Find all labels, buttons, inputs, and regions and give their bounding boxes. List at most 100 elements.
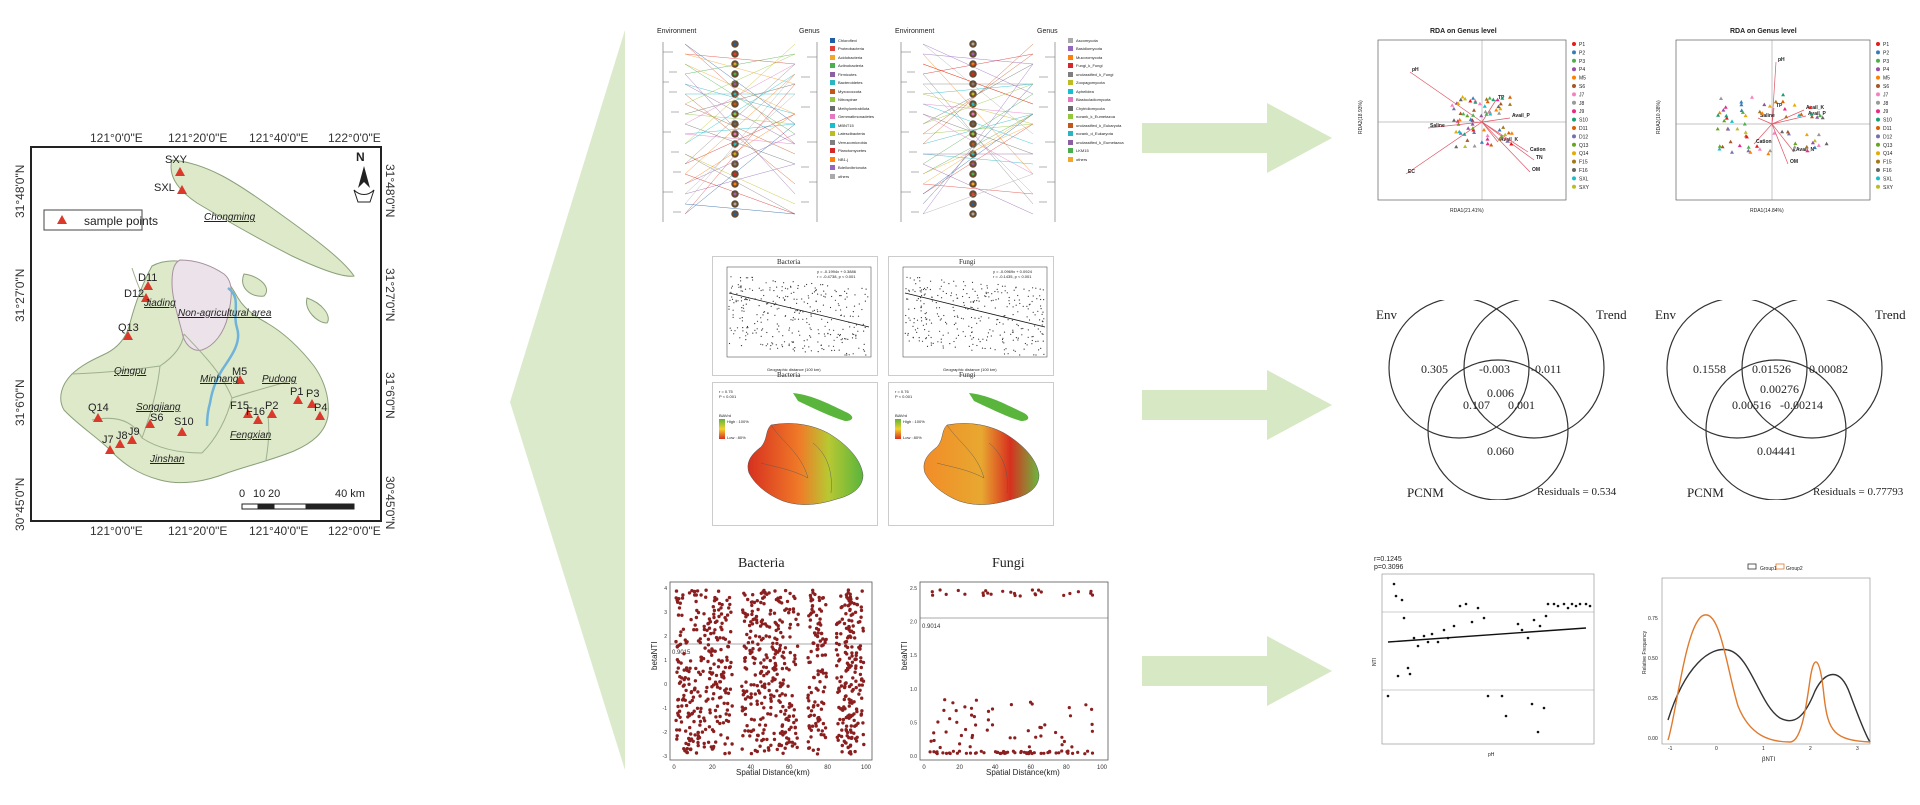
data-point	[741, 693, 745, 697]
data-point	[932, 731, 936, 735]
data-point	[906, 276, 908, 278]
data-point	[760, 289, 762, 292]
data-point	[934, 751, 938, 755]
heatmap-legend-low: Low : 80%	[903, 435, 922, 440]
sample-point	[1451, 106, 1456, 111]
data-point	[808, 625, 812, 629]
network-link	[684, 73, 796, 205]
venn-value-env: 0.305	[1421, 362, 1448, 376]
data-point	[932, 738, 936, 743]
sample-point	[1485, 133, 1490, 138]
data-point	[865, 288, 867, 290]
legend-swatch	[830, 71, 835, 77]
network-link	[922, 83, 1034, 205]
data-point	[791, 610, 796, 614]
data-point	[816, 703, 820, 707]
data-point	[753, 657, 757, 661]
data-point	[751, 593, 755, 597]
data-point	[821, 348, 823, 350]
sample-marker-j7	[105, 445, 115, 454]
legend-label: Chloroflexi	[838, 37, 857, 43]
data-point	[987, 332, 989, 334]
network-link	[922, 113, 1034, 155]
data-point	[796, 309, 798, 312]
legend-label: Bacteroidetes	[838, 80, 863, 86]
data-point	[740, 290, 742, 292]
venn-set-pcnm: PCNM	[1687, 485, 1724, 500]
data-point	[971, 307, 973, 309]
data-point	[921, 320, 923, 322]
data-point	[854, 294, 856, 296]
data-point	[774, 714, 778, 718]
network-link	[684, 153, 796, 215]
data-point	[930, 590, 934, 594]
data-point	[758, 691, 762, 695]
heatmap-legend-low: Low : 80%	[727, 435, 746, 440]
y-tick-label: -3	[663, 754, 668, 760]
sample-point	[1477, 101, 1482, 106]
y-tick-label: 2.0	[910, 620, 917, 626]
data-point	[844, 298, 846, 300]
data-point	[823, 333, 825, 335]
legend-label: J7	[1883, 92, 1889, 98]
data-point	[788, 626, 792, 630]
legend-symbol	[1876, 176, 1880, 181]
data-point	[677, 728, 682, 732]
data-point	[1007, 353, 1009, 355]
data-point	[864, 293, 866, 295]
data-point	[730, 276, 732, 278]
data-point	[775, 672, 779, 676]
data-point	[1017, 325, 1019, 327]
sample-point	[1726, 127, 1731, 131]
data-point	[1039, 726, 1043, 730]
data-point	[945, 292, 947, 295]
legend-symbol	[1876, 109, 1880, 114]
data-point	[850, 660, 855, 664]
data-point	[737, 300, 739, 302]
data-point	[726, 644, 730, 649]
data-point	[770, 645, 774, 649]
data-point	[729, 630, 733, 634]
data-point	[924, 313, 926, 315]
data-point	[905, 314, 907, 317]
venn-residuals: Residuals = 0.534	[1537, 486, 1617, 498]
data-point	[793, 298, 795, 300]
data-point	[767, 303, 769, 305]
data-point	[778, 681, 782, 685]
data-point	[905, 322, 907, 324]
data-point	[748, 636, 752, 640]
network-link	[684, 43, 796, 125]
point-label-j7: J7	[102, 434, 114, 446]
sample-point	[1762, 102, 1767, 107]
legend-label: others	[838, 173, 850, 179]
data-point	[1003, 342, 1005, 344]
data-point	[847, 288, 849, 290]
data-point	[716, 589, 721, 593]
network-link	[684, 203, 796, 215]
sample-point	[1773, 99, 1778, 104]
data-point	[840, 728, 844, 732]
data-point	[963, 281, 965, 283]
sample-point	[1497, 111, 1502, 115]
data-point	[1004, 751, 1008, 755]
data-point	[769, 743, 773, 747]
data-point	[677, 606, 682, 610]
data-point	[836, 722, 840, 726]
data-point	[940, 285, 942, 287]
sample-marker-p3	[307, 399, 317, 408]
data-point	[783, 588, 788, 593]
data-point	[962, 331, 964, 333]
data-point	[1482, 616, 1486, 620]
density-xtick-3: 1	[1762, 746, 1765, 752]
sample-node-core	[971, 82, 975, 86]
legend-entry: Ascomycota	[1068, 36, 1124, 45]
sample-marker-q13	[123, 331, 133, 340]
sample-node-core	[733, 102, 737, 106]
sample-point	[1816, 132, 1821, 137]
data-point	[971, 327, 973, 329]
sample-point	[1740, 110, 1745, 114]
data-point	[936, 313, 938, 315]
data-point	[806, 693, 810, 697]
data-point	[816, 309, 818, 311]
data-point	[1039, 590, 1043, 594]
